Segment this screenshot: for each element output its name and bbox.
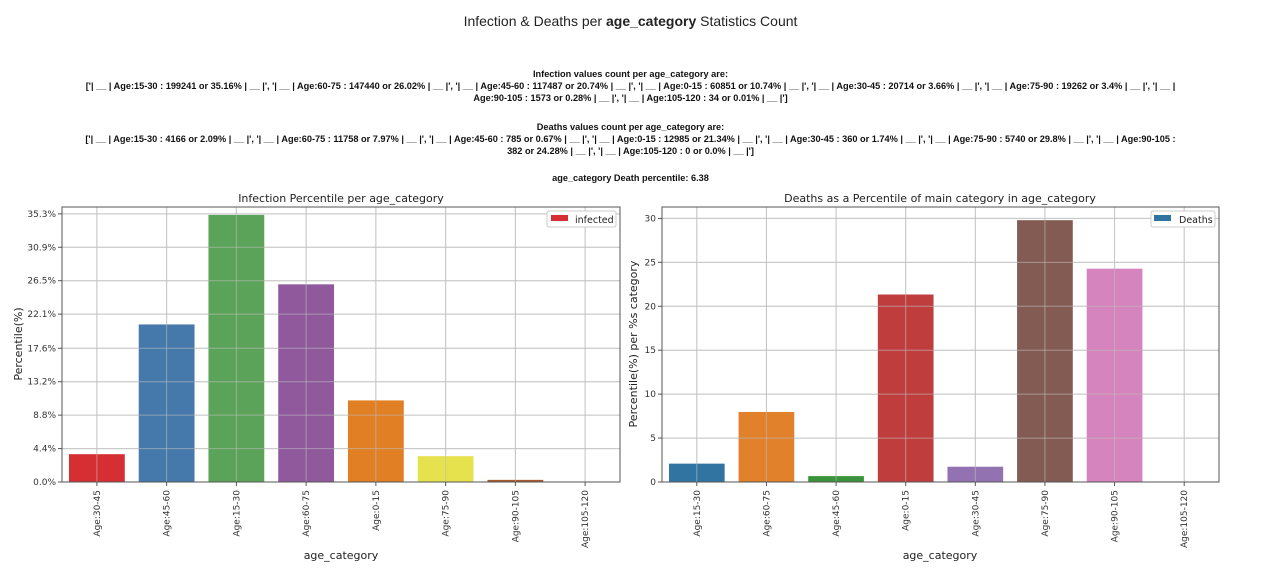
infection-xtick-label: Age:30-45 xyxy=(93,490,103,537)
deaths-chart-title: Deaths as a Percentile of main category … xyxy=(784,192,1096,205)
infection-xticks: Age:30-45 Age:45-60 Age:15-30 Age:60-75 Age:… xyxy=(93,482,591,548)
deaths-bars xyxy=(662,207,1219,483)
infection-ytick-label: 17.6% xyxy=(27,344,56,354)
infection-xtick-label: Age:90-105 xyxy=(511,490,521,542)
infection-xtick-label: Age:75-90 xyxy=(442,490,452,537)
deaths-ytick-label: 5 xyxy=(650,434,656,444)
infection-xtick-label: Age:105-120 xyxy=(581,490,591,548)
infection-yticks: 0.0% 4.4% 8.8% 13.2% 17.6% 22.1% 26.5% 30.9% 35.… xyxy=(27,210,62,488)
infection-bars xyxy=(62,207,620,483)
deaths-xtick-label: Age:90-105 xyxy=(1111,490,1121,542)
infection-axes-frame xyxy=(61,206,621,483)
deaths-ytick-label: 10 xyxy=(645,390,657,400)
deaths-legend: Deaths xyxy=(1150,210,1216,228)
infection-ytick-label: 22.1% xyxy=(27,310,56,320)
infection-xtick-label: Age:45-60 xyxy=(163,490,173,537)
infection-stats-line2: Age:90-105 : 1573 or 0.28% | __ |', '| _… xyxy=(473,93,788,103)
infection-grid-overlay xyxy=(62,207,620,483)
deaths-stats-line2: 382 or 24.28% | __ |', '| __ | Age:105-1… xyxy=(507,146,754,156)
deaths-legend-label: Deaths xyxy=(1179,215,1213,226)
infection-ytick-label: 35.3% xyxy=(27,210,56,220)
infection-stats-heading: Infection values count per age_category … xyxy=(532,69,729,79)
deaths-ytick-label: 30 xyxy=(645,214,657,224)
infection-stats: Infection values count per age_category … xyxy=(0,68,1261,104)
deaths-xtick-label: Age:30-45 xyxy=(971,490,981,537)
deaths-xtick-label: Age:15-30 xyxy=(693,490,703,537)
deaths-xlabel: age_category xyxy=(903,549,978,562)
infection-legend-label: infected xyxy=(575,215,614,226)
infection-legend: infected xyxy=(546,210,617,228)
infection-ytick-label: 30.9% xyxy=(27,243,56,253)
death-percentile-text: age_category Death percentile: 6.38 xyxy=(552,173,709,183)
figure-title-bold: age_category xyxy=(605,13,697,29)
deaths-legend-swatch xyxy=(1154,215,1171,221)
deaths-stats: Deaths values count per age_category are… xyxy=(0,121,1261,157)
deaths-xtick-label: Age:0-15 xyxy=(902,490,912,531)
infection-ytick-label: 26.5% xyxy=(27,277,56,287)
figure-title-suffix: Statistics Count xyxy=(696,13,798,29)
deaths-xtick-label: Age:60-75 xyxy=(762,490,772,537)
figure-title: Infection & Deaths per age_category Stat… xyxy=(0,13,1261,29)
deaths-ytick-label: 15 xyxy=(645,346,656,356)
deaths-ytick-label: 25 xyxy=(645,258,656,268)
deaths-ytick-label: 20 xyxy=(645,302,657,312)
infection-xlabel: age_category xyxy=(304,549,379,562)
infection-chart: Infection Percentile per age_category 0.… xyxy=(12,192,621,562)
infection-xtick-label: Age:0-15 xyxy=(372,490,382,531)
deaths-xtick-label: Age:45-60 xyxy=(832,490,842,537)
deaths-xtick-label: Age:75-90 xyxy=(1041,490,1051,537)
deaths-ylabel: Percentile(%) per %s category xyxy=(627,260,640,427)
deaths-ytick-label: 0 xyxy=(650,478,656,488)
deaths-chart: Deaths as a Percentile of main category … xyxy=(627,192,1220,562)
deaths-xticks: Age:15-30 Age:60-75 Age:45-60 Age:0-15 Age:3… xyxy=(693,482,1190,548)
infection-stats-line1: ['| __ | Age:15-30 : 199241 or 35.16% | … xyxy=(85,81,1176,91)
infection-xtick-label: Age:60-75 xyxy=(302,490,312,537)
deaths-xtick-label: Age:105-120 xyxy=(1180,490,1190,548)
deaths-axes-frame xyxy=(661,206,1220,483)
death-percentile: age_category Death percentile: 6.38 xyxy=(0,172,1261,184)
deaths-stats-heading: Deaths values count per age_category are… xyxy=(536,122,725,132)
deaths-yticks: 0 5 10 15 20 25 30 xyxy=(645,214,662,488)
infection-chart-title: Infection Percentile per age_category xyxy=(238,192,444,205)
infection-ylabel: Percentile(%) xyxy=(12,307,25,380)
infection-legend-swatch xyxy=(551,215,568,221)
deaths-stats-line1: ['| __ | Age:15-30 : 4166 or 2.09% | __ … xyxy=(85,134,1176,144)
infection-ytick-label: 4.4% xyxy=(33,445,56,455)
infection-ytick-label: 13.2% xyxy=(27,378,56,388)
infection-ytick-label: 0.0% xyxy=(33,478,56,488)
infection-ytick-label: 8.8% xyxy=(33,411,56,421)
figure-title-prefix: Infection & Deaths per xyxy=(463,13,606,29)
infection-xtick-label: Age:15-30 xyxy=(232,490,242,537)
